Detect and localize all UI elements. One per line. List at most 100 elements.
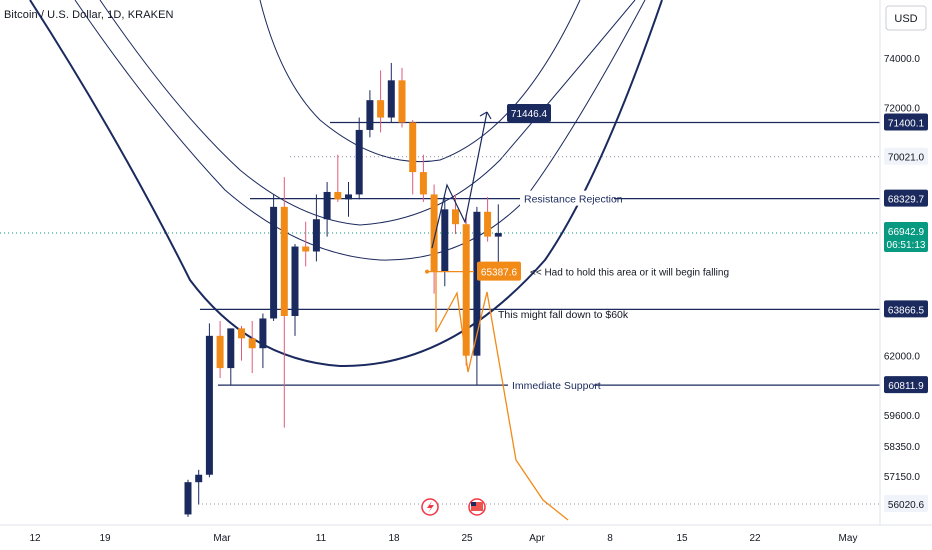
x-tick-5: 25 [461,533,473,544]
hold-level-dot [425,269,429,274]
candle-body-2 [205,335,213,475]
level-badge-text-3: 63866.5 [888,305,925,316]
level-badge-2 [884,189,928,207]
candle-15 [345,182,352,217]
target-badge [507,104,551,122]
candle-6 [248,320,256,374]
candle-27 [473,206,481,386]
x-tick-7: 8 [607,533,613,544]
y-tick-1: 72000.0 [884,104,921,115]
event-markers[interactable] [421,498,486,516]
candle-body-17 [366,100,374,130]
y-tick-2: 62000.0 [884,352,921,363]
candle-12 [312,194,320,262]
price-axis: USD 74000.0 72000.0 62000.0 59600.0 58350.0 5… [879,0,932,525]
last-price-badge [884,222,928,253]
x-tick-1: 19 [99,533,111,544]
currency-label: USD [894,13,917,25]
level-badge-text-0: 71400.1 [888,118,925,129]
candle-11 [302,221,310,267]
candle-1 [195,469,203,505]
resistance-label: Resistance Rejection [524,194,623,206]
candle-body-29 [494,233,502,237]
bullish-path [431,111,488,249]
candle-body-25 [452,209,459,225]
candle-3 [216,320,224,378]
candle-29 [494,204,502,272]
candle-22 [419,154,427,202]
candle-20 [398,67,406,128]
candle-9 [280,177,288,428]
candle-10 [291,244,299,336]
level-badge-text-5: 56020.6 [888,500,925,511]
candle-21 [409,120,417,195]
x-tick-4: 18 [388,533,400,544]
candle-body-21 [409,122,417,173]
level-badge-0 [884,113,928,131]
candle-body-16 [355,129,363,195]
candle-body-23 [430,194,438,272]
level-badge-1 [884,147,928,165]
candle-body-6 [248,338,256,349]
x-tick-10: May [839,533,858,544]
level-badge-text-2: 68329.7 [888,195,925,206]
candle-24 [441,196,449,287]
candle-body-19 [387,80,395,118]
time-axis: 12 19 Mar 11 18 25 Apr 8 15 22 May [0,524,932,544]
hold-price-badge [477,261,521,281]
candle-5 [238,325,245,361]
candle-body-4 [227,328,235,369]
candle-28 [484,196,492,242]
candle-7 [259,313,267,369]
y-tick-0: 74000.0 [884,54,921,65]
target-badge-text: 71446.4 [511,109,548,120]
candle-0 [184,479,192,517]
candle-body-13 [323,191,331,220]
hold-price-text: 65387.6 [481,268,518,279]
candle-2 [205,323,213,478]
x-tick-6: Apr [529,533,545,544]
y-tick-3: 59600.0 [884,411,921,422]
inner-arc [259,0,581,163]
candle-4 [227,328,235,386]
candle-body-8 [270,206,278,319]
candle-13 [323,182,331,237]
candle-body-15 [345,194,352,200]
candle-body-26 [462,224,470,356]
x-tick-8: 15 [676,533,688,544]
hold-note: << Had to hold this area or it will begi… [530,268,729,279]
candle-body-28 [484,211,492,237]
candle-body-18 [377,100,385,118]
candle-19 [387,62,395,123]
candle-body-3 [216,335,224,369]
resistance-label-bg [520,190,614,206]
bullish-arrow-head [479,111,492,120]
level-badge-text-1: 70021.0 [888,153,925,164]
us-flag-event-glyph [471,502,483,511]
middle-arc-1 [74,0,646,261]
candle-body-5 [238,328,245,339]
level-badge-3 [884,300,928,318]
flash-event-glyph [427,501,434,513]
candle-16 [355,117,363,200]
level-badge-4 [884,376,928,394]
support-label: Immediate Support [512,380,601,392]
currency-box[interactable] [885,5,927,31]
candle-body-10 [291,246,299,316]
bearish-projection [435,256,569,521]
x-tick-9: 22 [749,533,761,544]
candle-8 [270,194,278,321]
candle-body-12 [312,219,320,252]
candle-body-24 [441,209,449,272]
support-label-bg [508,377,594,393]
candle-body-7 [259,318,267,349]
level-badge-5 [884,495,928,512]
candle-body-14 [334,191,342,200]
x-tick-2: Mar [213,533,231,544]
candle-body-0 [184,482,192,515]
candle-18 [377,70,385,133]
y-tick-5: 57150.0 [884,472,921,483]
trend-drawings: 71446.4 Resistance Rejection Immediate Sup… [425,104,729,521]
candles-layer [184,62,502,517]
